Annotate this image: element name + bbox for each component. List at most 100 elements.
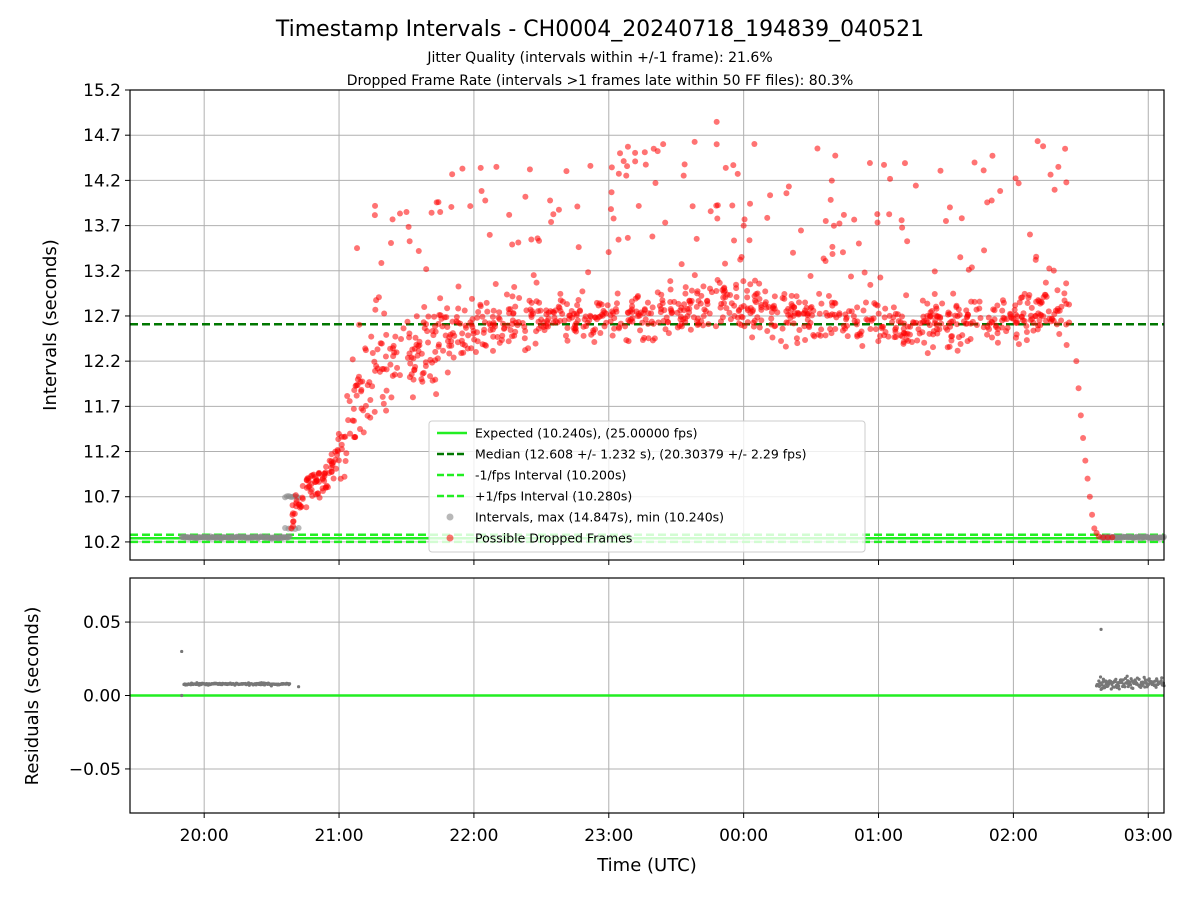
dropped-frame-point xyxy=(309,492,316,499)
dropped-frame-point xyxy=(547,197,554,204)
dropped-frame-point xyxy=(756,280,763,287)
dropped-frame-point xyxy=(870,315,877,322)
dropped-frame-point xyxy=(830,222,837,229)
dropped-frame-point xyxy=(851,216,858,223)
dropped-frame-point xyxy=(453,318,460,325)
dropped-frame-point xyxy=(662,326,669,333)
dropped-frame-point xyxy=(437,209,444,216)
dropped-frame-point xyxy=(950,290,957,297)
dropped-frame-point xyxy=(991,307,998,314)
dropped-frame-point xyxy=(584,319,591,326)
dropped-frame-point xyxy=(738,313,745,320)
dropped-frame-point xyxy=(818,300,825,307)
dropped-frame-point xyxy=(469,316,476,323)
dropped-frame-point xyxy=(756,324,763,331)
dropped-frame-point xyxy=(507,326,514,333)
dropped-frame-point xyxy=(1041,291,1048,298)
dropped-frame-point xyxy=(353,382,360,389)
dropped-frame-point xyxy=(740,303,747,310)
dropped-frame-point xyxy=(904,238,911,245)
dropped-frame-point xyxy=(930,344,937,351)
dropped-frame-point xyxy=(323,463,330,470)
dropped-frame-point xyxy=(574,203,581,210)
dropped-frame-point xyxy=(1055,163,1062,170)
dropped-frame-point xyxy=(689,203,696,210)
dropped-frame-point xyxy=(484,308,491,315)
dropped-frame-point xyxy=(1034,138,1041,145)
y-tick-label: 11.7 xyxy=(83,397,121,417)
dropped-frame-point xyxy=(566,312,573,319)
dropped-frame-point xyxy=(510,310,517,317)
dropped-frame-point xyxy=(496,316,503,323)
dropped-frame-point xyxy=(394,364,401,371)
dropped-frame-point xyxy=(475,308,482,315)
dropped-frame-point xyxy=(728,300,735,307)
dropped-frame-point xyxy=(425,313,432,320)
dropped-frame-point xyxy=(1063,179,1070,186)
dropped-frame-point xyxy=(844,333,851,340)
dropped-frame-point xyxy=(764,328,771,335)
dropped-frame-point xyxy=(1019,294,1026,301)
dropped-frame-point xyxy=(428,209,435,216)
dropped-frame-point xyxy=(379,393,386,400)
dropped-frame-point xyxy=(691,138,698,145)
dropped-frame-point xyxy=(455,305,462,312)
dropped-frame-point xyxy=(914,337,921,344)
residual-point xyxy=(1114,677,1118,681)
dropped-frame-point xyxy=(544,320,551,327)
dropped-frame-point xyxy=(980,167,987,174)
dropped-frame-point xyxy=(465,332,472,339)
dropped-frame-point xyxy=(303,504,310,511)
dropped-frame-point xyxy=(1056,331,1063,338)
dropped-frame-point xyxy=(344,392,351,399)
dropped-frame-point xyxy=(486,231,493,238)
dropped-frame-point xyxy=(693,303,700,310)
dropped-frame-point xyxy=(624,234,631,241)
dropped-frame-point xyxy=(816,290,823,297)
dropped-frame-point xyxy=(412,334,419,341)
dropped-frame-point xyxy=(964,338,971,345)
dropped-frame-point xyxy=(714,215,721,222)
dropped-frame-point xyxy=(787,314,794,321)
dropped-frame-point xyxy=(624,309,631,316)
dropped-frame-point xyxy=(942,218,949,225)
dropped-frame-point xyxy=(642,316,649,323)
dropped-frame-point xyxy=(515,318,522,325)
dropped-frame-point xyxy=(919,329,926,336)
dropped-frame-point xyxy=(968,298,975,305)
dropped-frame-point xyxy=(788,306,795,313)
dropped-frame-point xyxy=(1042,279,1049,286)
dropped-frame-point xyxy=(872,326,879,333)
dropped-frame-point xyxy=(435,199,442,206)
dropped-frame-point xyxy=(1073,358,1080,365)
dropped-frame-point xyxy=(511,332,518,339)
dropped-frame-point xyxy=(441,314,448,321)
dropped-frame-point xyxy=(371,408,378,415)
dropped-frame-point xyxy=(1003,328,1010,335)
dropped-frame-point xyxy=(337,475,344,482)
dropped-frame-point xyxy=(454,339,461,346)
dropped-frame-point xyxy=(459,165,466,172)
dropped-frame-point xyxy=(860,307,867,314)
dropped-frame-point xyxy=(954,347,961,354)
dropped-frame-point xyxy=(526,166,533,173)
dropped-frame-point xyxy=(899,224,906,231)
dropped-frame-point xyxy=(550,309,557,316)
dropped-frame-point xyxy=(389,216,396,223)
dropped-frame-point xyxy=(939,300,946,307)
dropped-frame-point xyxy=(810,331,817,338)
dropped-frame-point xyxy=(691,272,698,279)
dropped-frame-point xyxy=(492,280,499,287)
dropped-frame-point xyxy=(999,307,1006,314)
dropped-frame-point xyxy=(406,238,413,245)
intervals-y-axis-label: Intervals (seconds) xyxy=(40,239,61,411)
dropped-frame-point xyxy=(768,321,775,328)
residual-point xyxy=(1123,685,1127,689)
dropped-frame-point xyxy=(749,307,756,314)
dropped-frame-point xyxy=(727,292,734,299)
dropped-frame-point xyxy=(503,291,510,298)
dropped-frame-point xyxy=(507,306,514,313)
dropped-frame-point xyxy=(903,292,910,299)
dropped-frame-point xyxy=(420,319,427,326)
dropped-frame-point xyxy=(1015,180,1022,187)
